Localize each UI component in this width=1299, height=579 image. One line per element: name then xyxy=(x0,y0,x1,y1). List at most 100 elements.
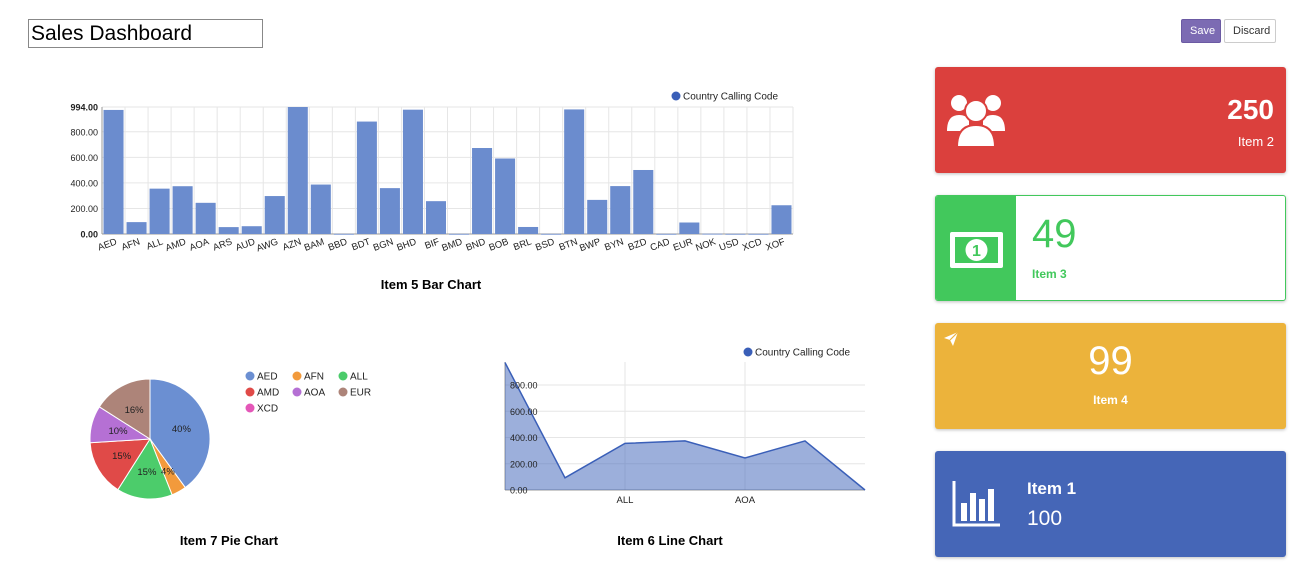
kpi-label: Item 1 xyxy=(1027,479,1077,498)
line-y-tick-label: 600.00 xyxy=(510,407,538,417)
bar[interactable] xyxy=(333,233,354,235)
bar[interactable] xyxy=(472,148,493,234)
pie-legend-marker xyxy=(292,371,302,381)
bar[interactable] xyxy=(264,196,285,234)
bar[interactable] xyxy=(287,107,308,234)
bar-x-tick-label: AED xyxy=(96,236,118,253)
pie-legend-label: ALL xyxy=(350,372,368,383)
pie-slice[interactable] xyxy=(98,378,151,440)
bar[interactable] xyxy=(702,233,723,235)
bar-x-tick-label: BDT xyxy=(350,236,372,253)
bar-x-tick-label: ARS xyxy=(212,236,234,253)
pie-legend-item[interactable]: AOA xyxy=(292,387,326,399)
bar-x-tick-label: BGN xyxy=(372,236,395,253)
dashboard-title-input[interactable] xyxy=(28,19,263,48)
bar[interactable] xyxy=(103,109,124,234)
bar[interactable] xyxy=(564,109,585,234)
pie-legend-marker xyxy=(245,387,255,397)
bar-chart-legend[interactable]: Country Calling Code xyxy=(671,91,779,103)
kpi-card-item-3[interactable]: 1 49 Item 3 xyxy=(935,195,1286,301)
bar[interactable] xyxy=(748,233,769,235)
pie-legend-marker xyxy=(338,387,348,397)
bar-x-tick-label: BHD xyxy=(395,236,418,253)
bar-x-tick-label: BMD xyxy=(440,236,464,254)
pie-slice-label: 15% xyxy=(112,451,132,462)
line-area-fill xyxy=(505,362,865,490)
line-chart-legend[interactable]: Country Calling Code xyxy=(743,347,851,359)
pie-slice[interactable] xyxy=(117,437,173,500)
bar-x-tick-label: USD xyxy=(718,236,741,253)
pie-legend-label: AED xyxy=(257,372,278,383)
kpi-card-item-2[interactable]: 250 Item 2 xyxy=(935,67,1286,173)
bar[interactable] xyxy=(310,184,331,234)
bar-x-tick-label: EUR xyxy=(672,236,695,253)
bar[interactable] xyxy=(241,226,262,234)
kpi-value: 99 xyxy=(1088,339,1133,383)
pie-legend-item[interactable]: AMD xyxy=(245,387,280,399)
pie-chart: 40% 4% 15% 15% 10% 16% AED AFN ALL AMD AOA EUR XCD xyxy=(89,371,372,500)
kpi-label: Item 2 xyxy=(1237,134,1274,149)
bar[interactable] xyxy=(610,186,631,234)
bar[interactable] xyxy=(379,188,400,234)
bar[interactable] xyxy=(495,158,516,234)
line-x-tick-label: AOA xyxy=(735,495,756,506)
bar-x-tick-label: AOA xyxy=(188,236,211,253)
line-legend-label: Country Calling Code xyxy=(755,348,850,359)
pie-legend-label: AFN xyxy=(304,372,324,383)
bar-x-tick-label: ALL xyxy=(145,236,165,252)
bar-x-tick-label: BBD xyxy=(327,236,349,253)
bar[interactable] xyxy=(218,227,239,234)
pie-slice-label: 16% xyxy=(125,405,145,416)
bar-y-tick-label: 400.00 xyxy=(70,178,98,188)
pie-legend-item[interactable]: EUR xyxy=(338,387,372,399)
bar[interactable] xyxy=(172,186,193,234)
bar[interactable] xyxy=(541,233,562,235)
kpi-value: 250 xyxy=(1227,94,1274,125)
kpi-card-item-1[interactable]: Item 1 100 xyxy=(935,451,1286,557)
bar-x-tick-label: AFN xyxy=(120,236,142,253)
bar[interactable] xyxy=(149,188,170,234)
bar[interactable] xyxy=(402,109,423,234)
discard-button[interactable]: Discard xyxy=(1224,19,1276,43)
pie-slice-label: 4% xyxy=(161,467,175,478)
pie-slice[interactable] xyxy=(149,378,211,489)
bar-x-tick-label: CAD xyxy=(649,236,672,253)
bar[interactable] xyxy=(518,226,539,234)
bar-x-tick-label: AZN xyxy=(281,236,303,253)
pie-legend-item[interactable]: XCD xyxy=(245,403,279,415)
bar[interactable] xyxy=(679,222,700,234)
bar-x-tick-label: AMD xyxy=(164,236,188,254)
line-x-tick-label: ALL xyxy=(617,495,634,506)
bar-y-tick-label: 0.00 xyxy=(80,230,98,240)
bar[interactable] xyxy=(449,233,470,235)
bar[interactable] xyxy=(656,233,677,235)
bar[interactable] xyxy=(126,222,147,234)
pie-slice[interactable] xyxy=(89,438,151,491)
kpi-value: 49 xyxy=(1032,212,1077,256)
bar-x-tick-label: NOK xyxy=(694,236,718,254)
pie-legend-label: AMD xyxy=(257,388,279,399)
line-series[interactable] xyxy=(504,362,866,491)
bar[interactable] xyxy=(633,169,654,234)
kpi-card-item-4[interactable]: 99 Item 4 xyxy=(935,323,1286,429)
pie-slice-label: 10% xyxy=(109,426,129,437)
bar[interactable] xyxy=(771,205,792,234)
pie-legend-item[interactable]: ALL xyxy=(338,371,369,383)
bar[interactable] xyxy=(587,199,608,234)
bar[interactable] xyxy=(425,201,446,234)
pie-chart-title: Item 7 Pie Chart xyxy=(179,533,279,548)
pie-slice-label: 40% xyxy=(172,424,192,435)
pie-legend-marker xyxy=(245,371,255,381)
bar-x-tick-label: BYN xyxy=(603,236,625,253)
bar-y-tick-label: 800.00 xyxy=(70,127,98,137)
bar[interactable] xyxy=(725,233,746,235)
pie-legend-item[interactable]: AED xyxy=(245,371,278,383)
save-button[interactable]: Save xyxy=(1181,19,1221,43)
pie-slice-label: 15% xyxy=(137,467,157,478)
line-y-tick-label: 400.00 xyxy=(510,433,538,443)
pie-legend-item[interactable]: AFN xyxy=(292,371,325,383)
bar-y-tick-label: 600.00 xyxy=(70,153,98,163)
bar[interactable] xyxy=(195,202,216,234)
bar[interactable] xyxy=(356,121,377,234)
bar-x-tick-label: BIF xyxy=(423,236,441,251)
